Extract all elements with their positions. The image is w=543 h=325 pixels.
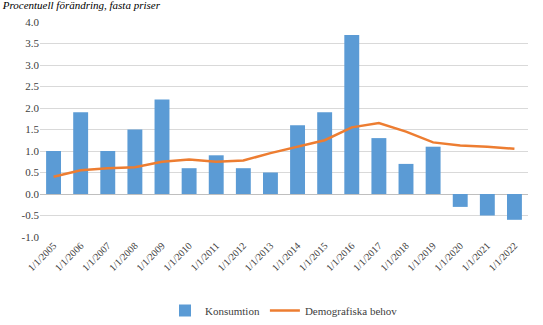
svg-text:1/1/2009: 1/1/2009 <box>134 240 167 273</box>
svg-text:1/1/2005: 1/1/2005 <box>26 240 59 273</box>
svg-text:1/1/2017: 1/1/2017 <box>351 240 384 273</box>
svg-text:1/1/2014: 1/1/2014 <box>270 240 303 273</box>
svg-text:0.5: 0.5 <box>25 166 39 178</box>
svg-text:Konsumtion: Konsumtion <box>205 305 260 317</box>
svg-text:1.5: 1.5 <box>25 123 39 135</box>
svg-text:1/1/2015: 1/1/2015 <box>297 240 330 273</box>
svg-text:-0.5: -0.5 <box>22 209 40 221</box>
svg-text:1/1/2013: 1/1/2013 <box>242 240 275 273</box>
svg-text:Procentuell förändring, fasta: Procentuell förändring, fasta priser <box>2 0 161 11</box>
svg-text:1/1/2006: 1/1/2006 <box>53 240 86 273</box>
svg-text:1/1/2007: 1/1/2007 <box>80 240 113 273</box>
svg-text:4.0: 4.0 <box>25 16 39 28</box>
svg-text:1/1/2019: 1/1/2019 <box>405 240 438 273</box>
svg-text:2.5: 2.5 <box>25 80 39 92</box>
svg-text:0.0: 0.0 <box>25 188 39 200</box>
svg-text:3.5: 3.5 <box>25 37 39 49</box>
svg-text:1/1/2012: 1/1/2012 <box>215 240 248 273</box>
svg-text:2.0: 2.0 <box>25 102 39 114</box>
svg-text:Demografiska behov: Demografiska behov <box>305 305 397 317</box>
svg-text:1/1/2008: 1/1/2008 <box>107 240 140 273</box>
svg-text:1/1/2022: 1/1/2022 <box>486 240 519 273</box>
svg-text:1/1/2010: 1/1/2010 <box>161 240 194 273</box>
svg-text:1/1/2016: 1/1/2016 <box>324 240 357 273</box>
svg-text:1/1/2021: 1/1/2021 <box>459 240 492 273</box>
svg-text:1/1/2020: 1/1/2020 <box>432 240 465 273</box>
svg-text:1/1/2011: 1/1/2011 <box>189 240 222 273</box>
svg-text:1.0: 1.0 <box>25 145 39 157</box>
svg-text:3.0: 3.0 <box>25 59 39 71</box>
svg-text:1/1/2018: 1/1/2018 <box>378 240 411 273</box>
svg-text:-1.0: -1.0 <box>22 231 40 243</box>
